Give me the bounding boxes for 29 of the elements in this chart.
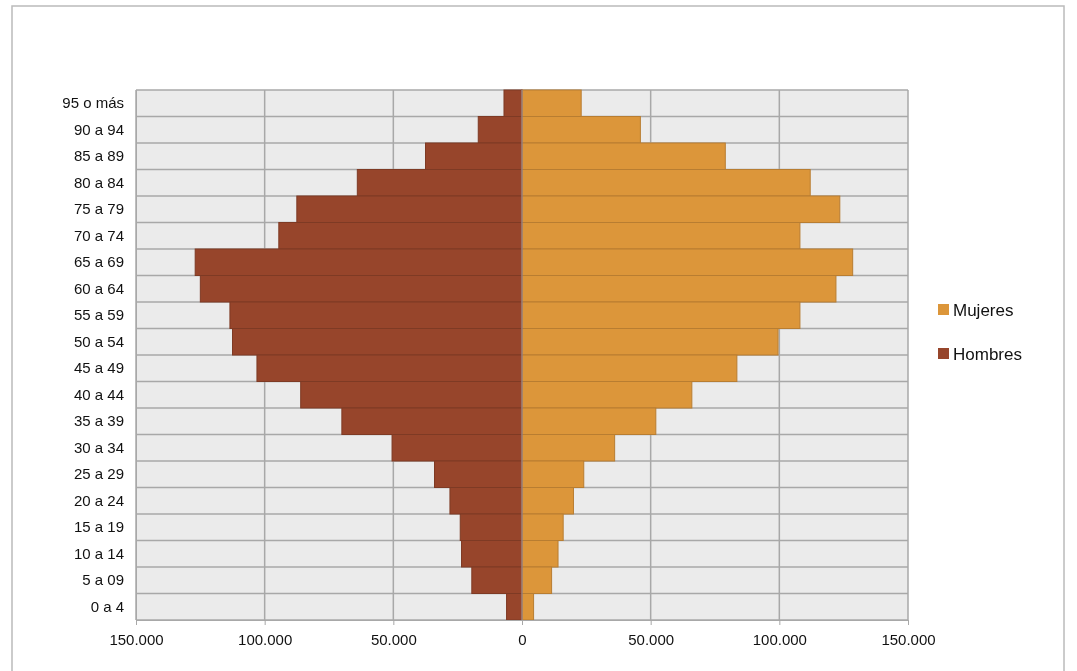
x-tick-label: 150.000 [109, 630, 164, 648]
y-tick-label: 15 a 19 [73, 518, 124, 536]
y-tick-label: 10 a 14 [73, 544, 124, 562]
y-tick-label: 0 a 4 [90, 597, 124, 615]
y-tick-label: 50 a 54 [73, 332, 124, 350]
legend-label: Hombres [953, 344, 1022, 364]
y-tick-label: 70 a 74 [73, 226, 124, 244]
y-tick-label: 65 a 69 [73, 253, 124, 271]
legend-label: Mujeres [953, 300, 1014, 320]
y-tick-label: 90 a 94 [73, 120, 124, 138]
x-tick-label: 50.000 [628, 630, 675, 648]
x-tick-label: 100.000 [752, 630, 807, 648]
y-tick-label: 95 o más [62, 94, 124, 112]
x-tick-label: 50.000 [370, 630, 417, 648]
y-tick-label: 40 a 44 [73, 385, 124, 403]
y-tick-label: 25 a 29 [73, 465, 124, 483]
x-tick-label: 150.000 [881, 630, 936, 648]
y-tick-label: 85 a 89 [73, 147, 124, 165]
x-tick-label: 0 [518, 630, 527, 648]
y-tick-label: 30 a 34 [73, 438, 124, 456]
y-tick-label: 60 a 64 [73, 279, 124, 297]
y-tick-label: 75 a 79 [73, 200, 124, 218]
y-tick-label: 80 a 84 [73, 173, 124, 191]
y-tick-label: 55 a 59 [73, 306, 124, 324]
x-tick-label: 100.000 [238, 630, 293, 648]
y-tick-label: 20 a 24 [73, 491, 124, 509]
y-tick-label: 5 a 09 [82, 571, 124, 589]
y-tick-label: 35 a 39 [73, 412, 124, 430]
y-tick-label: 45 a 49 [73, 359, 124, 377]
